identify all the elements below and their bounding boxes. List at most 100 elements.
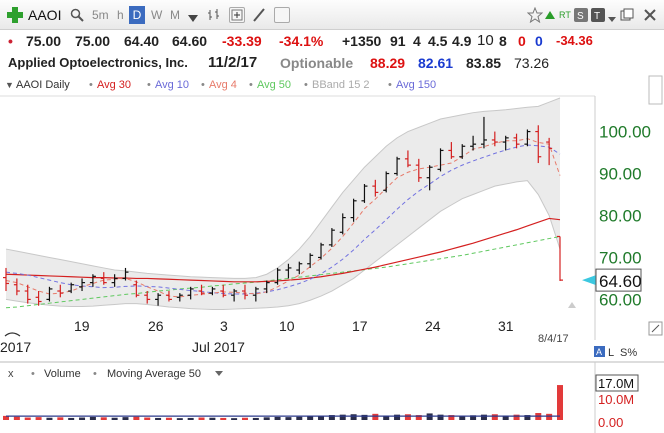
volume-bar <box>459 415 466 420</box>
legend-item[interactable]: Avg 50 <box>257 79 292 91</box>
avg10-line <box>5 144 561 295</box>
legend-chart-name[interactable]: AAOI Daily <box>16 79 70 91</box>
volume-bar <box>252 417 259 420</box>
price-bar <box>144 291 151 304</box>
star-icon[interactable] <box>526 6 544 26</box>
interval-month[interactable]: M <box>170 8 180 22</box>
low-price: 64.40 <box>124 33 160 49</box>
date-axis-label: 17 <box>352 318 368 334</box>
price-tick-label: 70.00 <box>599 248 642 267</box>
volume-bar <box>89 416 96 420</box>
bollinger-band-area <box>6 98 560 310</box>
trade-ticket-icon[interactable]: T <box>591 8 607 25</box>
legend-dropdown-icon[interactable]: • <box>89 79 93 91</box>
interval-week[interactable]: W <box>151 8 163 22</box>
volume-tick-label: 17.0M <box>598 376 634 391</box>
search-icon[interactable] <box>70 8 84 22</box>
price-bar <box>535 125 542 164</box>
close-icon[interactable] <box>643 8 657 25</box>
price-bar <box>426 165 433 191</box>
volume-bar <box>307 416 314 420</box>
sync-arrows-icon[interactable] <box>4 332 21 337</box>
legend-dropdown-icon[interactable]: • <box>249 79 253 91</box>
price-bar <box>459 144 466 159</box>
current-price-arrow <box>582 275 596 286</box>
volume-bar <box>79 417 86 420</box>
volume-panel-title: Volume <box>44 368 81 380</box>
legend-expand-icon[interactable]: ▼ <box>5 80 14 90</box>
settings-box-icon[interactable] <box>274 7 290 23</box>
volume-bar <box>524 415 531 420</box>
avg30-line <box>5 217 561 283</box>
price-bar <box>209 286 216 296</box>
company-row: Applied Optoelectronics, Inc. 11/2/17 Op… <box>0 52 664 74</box>
price-bar <box>480 116 487 149</box>
interval-day[interactable]: D <box>129 6 145 24</box>
svg-text:T: T <box>594 11 600 22</box>
volume-bar <box>339 414 346 420</box>
sync-icon[interactable]: S <box>574 8 588 25</box>
trade-icon[interactable] <box>544 9 556 24</box>
scroll-up-icon[interactable] <box>568 302 576 308</box>
volume-bar <box>220 417 227 420</box>
realtime-label: RT <box>559 10 571 20</box>
price-bar <box>263 280 270 294</box>
volume-bar <box>198 417 205 420</box>
auto-scale-button[interactable] <box>594 346 605 357</box>
company-name: Applied Optoelectronics, Inc. <box>8 55 188 70</box>
date-axis-end-label: 8/4/17 <box>538 333 569 345</box>
legend-item[interactable]: Avg 4 <box>209 79 237 91</box>
date-axis-label: 19 <box>74 318 90 334</box>
svg-text:S: S <box>577 11 584 22</box>
high-price: 75.00 <box>75 33 111 49</box>
interval-hour[interactable]: h <box>117 8 124 22</box>
optionable-label: Optionable <box>280 55 354 71</box>
volume-close-icon: x <box>8 368 14 380</box>
add-symbol-icon[interactable] <box>6 6 24 24</box>
expand-panel-icon-stroke <box>651 324 660 333</box>
symbol-input[interactable]: AAOI <box>28 7 62 23</box>
volume-bar <box>285 417 292 420</box>
legend-item[interactable]: BBand 15 2 <box>312 79 370 91</box>
price-tick-label: 100.00 <box>599 123 651 142</box>
legend-item[interactable]: Avg 30 <box>97 79 132 91</box>
legend-dropdown-icon[interactable]: • <box>147 79 151 91</box>
price-bar <box>404 150 411 168</box>
price-bar <box>35 291 42 306</box>
volume-bar <box>296 416 303 420</box>
fundamental-value-3: 83.85 <box>466 55 502 71</box>
volume-bar <box>231 418 238 420</box>
price-bar <box>176 293 183 302</box>
bollinger-lower-line <box>5 180 561 310</box>
interval-dropdown-icon[interactable] <box>188 12 198 26</box>
avg50-line <box>5 235 561 309</box>
price-bar <box>13 278 20 296</box>
draw-tool-icon[interactable] <box>252 7 266 26</box>
chart-type-icon[interactable] <box>206 7 222 23</box>
volume-bar <box>35 417 42 420</box>
current-price-label: 64.60 <box>599 272 642 291</box>
price-bar <box>89 274 96 287</box>
open-price: 75.00 <box>26 33 62 49</box>
price-bar <box>57 284 64 298</box>
price-bar <box>307 253 314 268</box>
date-axis-label: 2017 <box>0 339 31 355</box>
volume-bar <box>13 416 20 420</box>
dropdown-icon[interactable] <box>608 12 616 26</box>
detach-icon[interactable] <box>620 8 634 25</box>
legend-item[interactable]: Avg 10 <box>155 79 190 91</box>
legend-item[interactable]: Avg 150 <box>396 79 437 91</box>
date-axis-label: 10 <box>279 318 295 334</box>
auto-scale-label: A <box>596 347 602 357</box>
legend-dropdown-icon[interactable]: • <box>388 79 392 91</box>
legend-dropdown-icon[interactable]: • <box>304 79 308 91</box>
volume-bar <box>111 417 118 420</box>
interval-5m[interactable]: 5m <box>92 8 109 22</box>
add-study-icon[interactable] <box>229 7 245 23</box>
percent-change: -34.1% <box>279 33 324 49</box>
price-bar <box>448 142 455 159</box>
side-panel-toggle[interactable] <box>648 75 663 105</box>
legend-dropdown-icon[interactable]: • <box>201 79 205 91</box>
volume-dropdown-icon[interactable] <box>215 371 223 376</box>
